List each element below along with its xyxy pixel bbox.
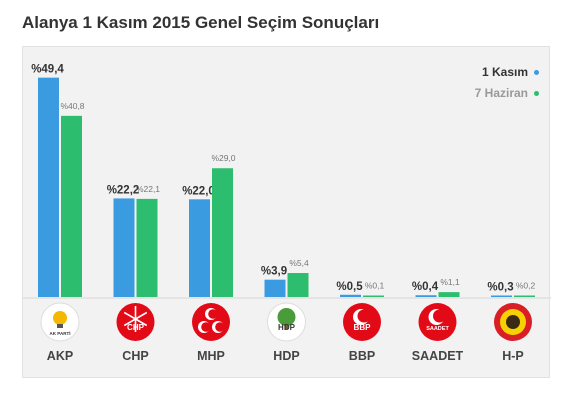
saadet-crescent-logo-icon: SAADET	[418, 303, 457, 341]
logo-text-bbp: BBP	[354, 323, 372, 332]
data-label-saadet-1-kas-m: %0,4	[412, 281, 439, 293]
category-label-h-p: H-P	[502, 349, 524, 363]
category-label-bbp: BBP	[349, 349, 375, 363]
category-label-akp: AKP	[47, 349, 73, 363]
bar-mhp-7-haziran[interactable]	[212, 168, 233, 297]
data-label-bbp-7-haziran: %0,1	[365, 281, 385, 291]
data-label-akp-7-haziran: %40,8	[60, 101, 84, 111]
mhp-three-crescents-logo-icon	[192, 303, 230, 341]
data-label-bbp-1-kas-m: %0,5	[336, 281, 363, 293]
data-label-hdp-7-haziran: %5,4	[289, 258, 309, 268]
bar-akp-1-kas-m[interactable]	[38, 77, 59, 297]
legend-label-1-kasim: 1 Kasım	[481, 65, 528, 79]
data-label-chp-7-haziran: %22,1	[136, 184, 160, 194]
category-label-chp: CHP	[122, 349, 148, 363]
bar-h-p-1-kas-m[interactable]	[491, 295, 512, 298]
legend-item-7-haziran[interactable]: 7 Haziran	[475, 83, 539, 104]
legend: 1 Kasım 7 Haziran	[475, 62, 539, 104]
legend-dot-1-kasim	[534, 70, 539, 76]
data-label-mhp-1-kas-m: %22,0	[182, 185, 215, 197]
bar-bbp-1-kas-m[interactable]	[340, 294, 361, 297]
legend-dot-7-haziran	[534, 91, 539, 97]
data-label-h-p-7-haziran: %0,2	[516, 281, 536, 291]
logo-text-hdp: HDP	[278, 323, 296, 332]
bar-akp-7-haziran[interactable]	[61, 115, 82, 298]
bar-hdp-7-haziran[interactable]	[287, 273, 309, 297]
baseline	[23, 297, 551, 299]
logo-text-akp: AK PARTİ	[50, 330, 71, 336]
legend-label-7-haziran: 7 Haziran	[474, 86, 528, 100]
chart-panel: %49,4 %40,8 AK PARTİ AKP %22,2 %22,1 CHP CHP %22…	[22, 46, 551, 378]
data-label-saadet-7-haziran: %1,1	[440, 277, 460, 287]
bar-chp-7-haziran[interactable]	[136, 198, 158, 297]
data-label-hdp-1-kas-m: %3,9	[261, 266, 287, 278]
bar-mhp-1-kas-m[interactable]	[189, 199, 210, 297]
bbp-crescent-logo-icon: BBP	[343, 303, 381, 341]
bar-bbp-7-haziran[interactable]	[363, 295, 384, 298]
category-label-saadet: SAADET	[412, 349, 464, 363]
akp-bulb-logo-icon: AK PARTİ	[40, 302, 80, 342]
bar-h-p-7-haziran[interactable]	[514, 295, 535, 298]
bar-hdp-1-kas-m[interactable]	[264, 279, 286, 297]
chart-title: Alanya 1 Kasım 2015 Genel Seçim Sonuçlar…	[22, 13, 380, 32]
hdp-tree-logo-icon: HDP	[267, 302, 306, 342]
category-label-mhp: MHP	[197, 349, 225, 363]
legend-item-1-kasim[interactable]: 1 Kasım	[475, 62, 539, 83]
hp-emblem-logo-icon	[494, 303, 532, 341]
category-label-hdp: HDP	[273, 349, 299, 363]
logo-text-saadet: SAADET	[426, 326, 449, 332]
bar-saadet-1-kas-m[interactable]	[415, 295, 437, 297]
bar-chart: %49,4 %40,8 AK PARTİ AKP %22,2%22,1 CHP CHP %22…	[23, 64, 551, 363]
data-label-mhp-7-haziran: %29,0	[211, 153, 235, 163]
bar-chp-1-kas-m[interactable]	[113, 198, 135, 297]
data-label-akp-1-kas-m: %49,4	[31, 64, 64, 76]
bar-saadet-7-haziran[interactable]	[438, 292, 460, 297]
chp-six-arrows-logo-icon: CHP	[116, 303, 155, 341]
logo-text-chp: CHP	[127, 323, 145, 332]
data-label-h-p-1-kas-m: %0,3	[487, 282, 513, 294]
data-label-chp-1-kas-m: %22,2	[107, 184, 140, 196]
